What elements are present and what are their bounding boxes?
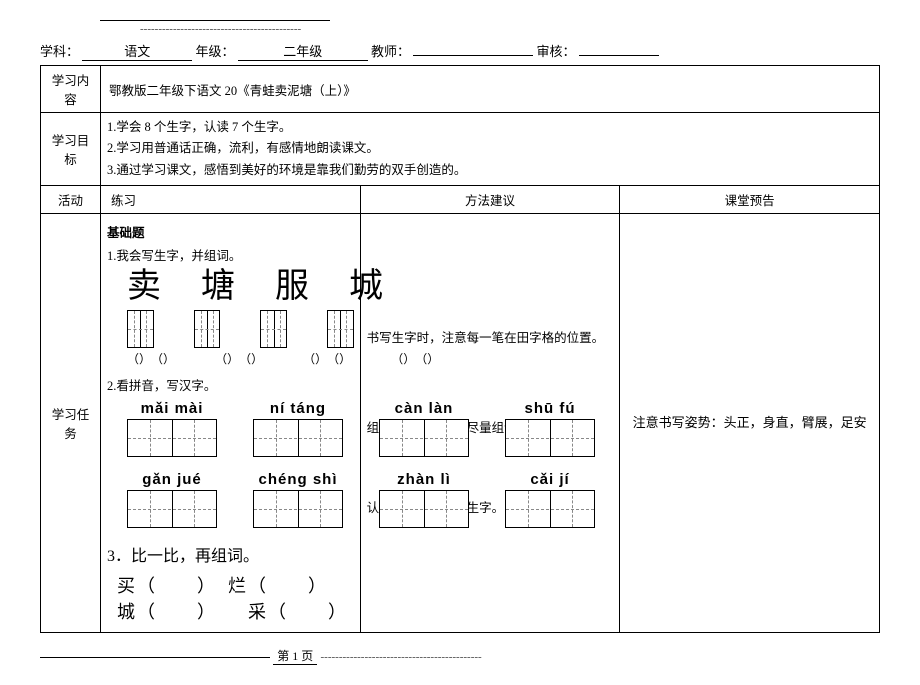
paren-pair: （）（） — [127, 350, 175, 367]
tz-box — [260, 310, 287, 348]
big-char-4: 城 — [349, 270, 383, 304]
pinyin-row-2: gǎn jué chéng shì zhàn lì cǎi jí — [127, 471, 354, 532]
teacher-label: 教师： — [371, 44, 410, 59]
pinyin-row-1: mǎi mài ní táng càn làn shū fú — [127, 400, 354, 461]
activity-value: 练习 — [101, 185, 361, 213]
content-value: 鄂教版二年级下语文 20《青蛙卖泥塘（上）》 — [101, 66, 880, 113]
review-value — [579, 55, 659, 56]
py-1-2: ní táng — [253, 400, 343, 417]
q2-title: 2.看拼音，写汉字。 — [107, 375, 354, 394]
page-number: 第 1 页 — [273, 647, 317, 665]
tz-box — [379, 419, 469, 457]
tz-box — [327, 310, 354, 348]
footer-underline — [40, 656, 270, 658]
big-cell-1: 卖 — [127, 270, 161, 308]
tz-box — [505, 490, 595, 528]
pinyin-block-2: gǎn jué chéng shì zhàn lì cǎi jí — [127, 471, 354, 532]
q3-title: 3．比一比，再组词。 — [107, 542, 354, 566]
goal-label: 学习目标 — [41, 113, 101, 186]
py-2-3: zhàn lì — [379, 471, 469, 488]
tianzige-row-1 — [127, 310, 354, 348]
pinyin-block-1: mǎi mài ní táng càn làn shū fú — [127, 400, 354, 461]
row-goals: 学习目标 1.学会 8 个生字，认读 7 个生字。 2.学习用普通话正确，流利，… — [41, 113, 880, 186]
py-2-2: chéng shì — [253, 471, 343, 488]
big-char-1: 卖 — [127, 270, 161, 304]
footer-dashes: ----------------------------------------… — [321, 651, 482, 663]
tz-box — [379, 490, 469, 528]
big-cell-3: 服 — [275, 270, 309, 308]
py-1-4: shū fú — [505, 400, 595, 417]
method-label: 方法建议 — [360, 185, 620, 213]
q3-line: 买（ ） 烂（ ） 城（ ） 采（ ） — [117, 572, 354, 624]
row-task: 学习任务 基础题 1.我会写生字，并组词。 卖 塘 服 城 （）（） （）（） … — [41, 213, 880, 632]
goal-cell: 1.学会 8 个生字，认读 7 个生字。 2.学习用普通话正确，流利，有感情地朗… — [101, 113, 880, 186]
q1-title: 1.我会写生字，并组词。 — [107, 245, 354, 264]
hint-1: 书写生字时，注意每一笔在田字格的位置。 — [367, 328, 614, 348]
big-char-row: 卖 塘 服 城 — [127, 270, 354, 308]
task-body: 基础题 1.我会写生字，并组词。 卖 塘 服 城 （）（） （）（） （）（） … — [101, 213, 361, 632]
tz-box — [194, 310, 221, 348]
big-cell-2: 塘 — [201, 270, 235, 308]
subject-label: 学科： — [40, 44, 79, 59]
section-title: 基础题 — [107, 222, 354, 241]
grade-label: 年级： — [196, 44, 235, 59]
content-label: 学习内容 — [41, 66, 101, 113]
subject-value: 语文 — [82, 41, 192, 61]
py-2-4: cǎi jí — [505, 471, 595, 488]
top-dashes: ----------------------------------------… — [140, 23, 880, 35]
top-underline — [100, 20, 330, 21]
activity-label: 活动 — [41, 185, 101, 213]
review-label: 审核： — [537, 44, 576, 59]
note-text: 注意书写姿势：头正，身直，臂展，足安 — [626, 411, 873, 434]
tz-box — [127, 310, 154, 348]
preview-label: 课堂预告 — [620, 185, 880, 213]
big-char-2: 塘 — [201, 270, 235, 304]
grade-value: 二年级 — [238, 41, 368, 61]
tz-box — [253, 490, 343, 528]
big-char-3: 服 — [275, 270, 309, 304]
goal-1: 1.学会 8 个生字，认读 7 个生字。 — [107, 117, 873, 138]
task-label: 学习任务 — [41, 213, 101, 632]
paren-pair: （）（） — [391, 350, 439, 367]
row-content: 学习内容 鄂教版二年级下语文 20《青蛙卖泥塘（上）》 — [41, 66, 880, 113]
tz-box — [127, 419, 217, 457]
goal-2: 2.学习用普通话正确，流利，有感情地朗读课文。 — [107, 138, 873, 159]
py-2-1: gǎn jué — [127, 471, 217, 488]
teacher-value — [413, 55, 533, 56]
py-1-3: càn làn — [379, 400, 469, 417]
paren-pair: （）（） — [303, 350, 351, 367]
row-activity-head: 活动 练习 方法建议 课堂预告 — [41, 185, 880, 213]
goal-3: 3.通过学习课文，感悟到美好的环境是靠我们勤劳的双手创造的。 — [107, 160, 873, 181]
header-row: 学科： 语文 年级： 二年级 教师： 审核： — [40, 41, 880, 61]
tz-box — [127, 490, 217, 528]
main-table: 学习内容 鄂教版二年级下语文 20《青蛙卖泥塘（上）》 学习目标 1.学会 8 … — [40, 65, 880, 633]
py-1-1: mǎi mài — [127, 400, 217, 417]
paren-row: （）（） （）（） （）（） （）（） — [127, 350, 354, 367]
tz-box — [505, 419, 595, 457]
note-cell: 注意书写姿势：头正，身直，臂展，足安 — [620, 213, 880, 632]
footer: 第 1 页 ----------------------------------… — [40, 647, 880, 665]
tz-box — [253, 419, 343, 457]
paren-pair: （）（） — [215, 350, 263, 367]
big-cell-4: 城 — [349, 270, 383, 308]
